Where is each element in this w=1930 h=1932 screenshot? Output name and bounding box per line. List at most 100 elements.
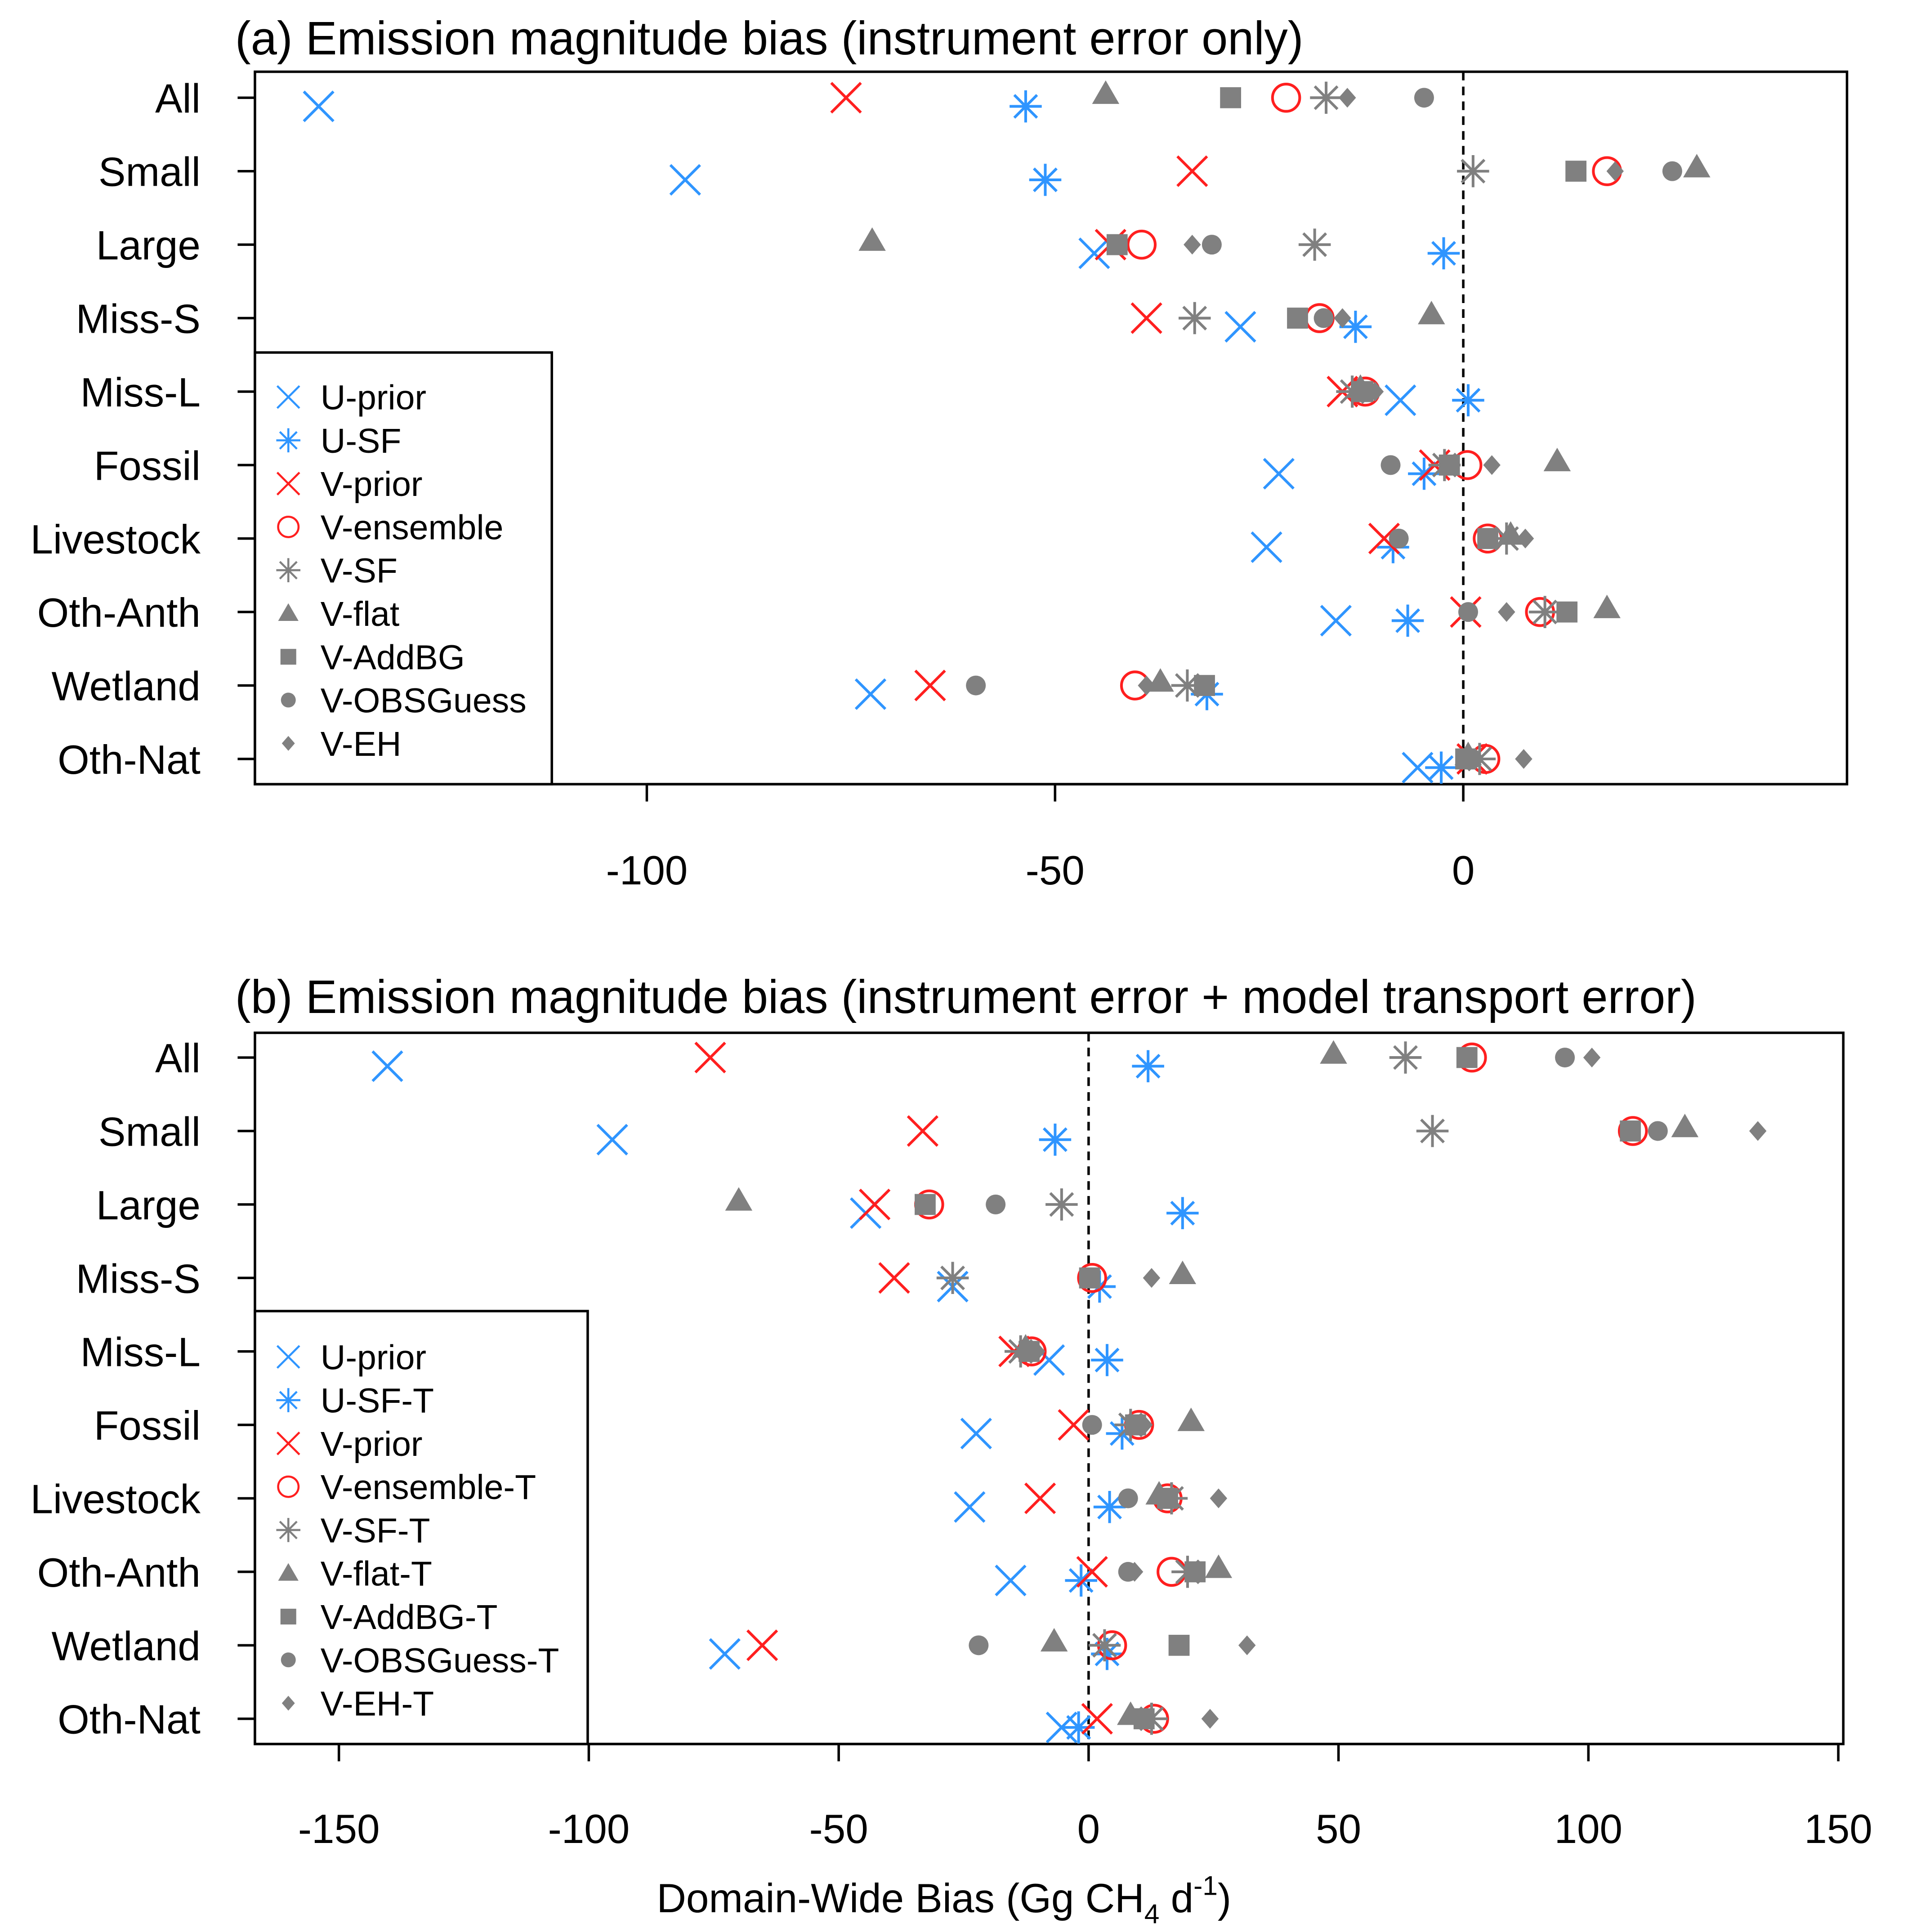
data-point: [1593, 594, 1621, 618]
legend-item: V-OBSGuess-T: [281, 1641, 559, 1680]
legend-marker: [276, 1432, 300, 1455]
data-point-square-icon: [1620, 1120, 1641, 1142]
legend-symbol: [276, 428, 301, 453]
data-point-circle-icon: [1271, 83, 1301, 113]
series-v-flat: [858, 80, 1711, 765]
legend-marker: [276, 1518, 301, 1542]
legend-label: V-SF: [321, 552, 398, 590]
data-point-square-icon: [1106, 234, 1128, 255]
data-point-asterisk-icon: [1298, 228, 1331, 261]
legend-label: V-OBSGuess-T: [321, 1641, 559, 1680]
legend-label: U-SF-T: [321, 1382, 434, 1420]
data-point-x-icon: [1176, 155, 1208, 187]
data-point: [1081, 1703, 1113, 1735]
legend-box: [254, 1310, 589, 1745]
data-point: [1320, 605, 1352, 637]
panel-b: (b) Emission magnitude bias (instrument …: [31, 971, 1872, 1852]
data-point: [303, 90, 335, 122]
legend-symbol: [276, 1518, 301, 1542]
data-point: [1184, 235, 1201, 255]
data-point-asterisk-icon: [1416, 1115, 1449, 1147]
data-point: [1135, 1415, 1153, 1435]
data-point: [1516, 528, 1534, 549]
data-point: [1555, 1048, 1575, 1068]
data-point-x-icon: [1368, 522, 1400, 554]
data-point-diamond-icon: [1138, 675, 1155, 696]
data-point: [746, 1629, 778, 1661]
data-point-dot-icon: [1202, 235, 1222, 255]
data-point-triangle-icon: [1418, 301, 1445, 325]
legend-label: V-ensemble: [321, 508, 504, 547]
data-point-asterisk-icon: [1045, 1188, 1078, 1221]
data-point: [1556, 601, 1578, 623]
legend-symbol: [280, 649, 296, 665]
y-tick-label-large: Large: [96, 1183, 201, 1228]
data-point-diamond-icon: [1135, 1415, 1153, 1435]
data-point-dot-icon: [969, 1635, 989, 1655]
legend-symbol-asterisk-icon: [276, 558, 301, 583]
data-point: [1456, 1047, 1478, 1068]
data-point: [1298, 228, 1331, 261]
data-point-x-icon: [859, 1188, 891, 1221]
data-point-dot-icon: [1555, 1048, 1575, 1068]
data-point: [854, 678, 887, 710]
data-point: [1583, 1048, 1601, 1068]
data-point: [1620, 1120, 1641, 1142]
data-point-diamond-icon: [1516, 528, 1534, 549]
legend-symbol: [280, 1608, 296, 1625]
legend-symbol: [276, 472, 300, 495]
data-point: [1683, 154, 1711, 178]
y-tick-label-all: All: [155, 1036, 201, 1081]
y-tick-label-livestock: Livestock: [31, 1477, 201, 1522]
legend-marker: [276, 385, 300, 409]
data-point: [1194, 675, 1215, 696]
data-point: [969, 1635, 989, 1655]
data-point: [1076, 1556, 1108, 1588]
data-point: [709, 1638, 741, 1670]
data-point: [1452, 384, 1484, 416]
data-point-square-icon: [1287, 308, 1308, 329]
data-point-triangle-icon: [1040, 1628, 1068, 1652]
data-point-triangle-icon: [1320, 1040, 1347, 1064]
data-point-dot-icon: [1380, 455, 1401, 475]
data-point: [858, 227, 886, 251]
data-point-diamond-icon: [1366, 381, 1384, 402]
legend-item: V-ensemble-T: [277, 1468, 536, 1507]
legend-marker: [281, 1652, 296, 1668]
data-point-circle-icon: [1077, 1263, 1107, 1293]
data-point-diamond-icon: [1606, 161, 1624, 181]
legend-symbol-dot-icon: [281, 692, 296, 708]
y-tick-label-livestock: Livestock: [31, 517, 201, 562]
data-point: [1402, 752, 1434, 784]
legend-marker: [278, 603, 299, 621]
data-point-x-icon: [669, 164, 701, 196]
data-point-dot-icon: [986, 1194, 1006, 1214]
data-point: [1201, 1709, 1219, 1729]
legend-label: V-ensemble-T: [321, 1468, 536, 1507]
data-point: [694, 1041, 726, 1074]
data-point-x-icon: [907, 1115, 939, 1147]
data-point: [1138, 675, 1155, 696]
data-point-x-icon: [303, 90, 335, 122]
series-u-sf: [1010, 90, 1484, 784]
x-tick-label: -50: [809, 1807, 868, 1852]
data-point: [1177, 1407, 1205, 1431]
data-point: [830, 82, 862, 114]
data-point-diamond-icon: [1184, 235, 1201, 255]
legend-symbol: [281, 692, 296, 708]
data-point-dot-icon: [1458, 602, 1478, 622]
data-point: [1118, 1488, 1138, 1508]
data-point: [1498, 602, 1515, 622]
legend-item: V-AddBG: [280, 638, 465, 677]
data-point: [1178, 302, 1211, 335]
data-point: [1408, 457, 1440, 490]
legend-marker: [276, 428, 301, 453]
legend-symbol: [276, 385, 300, 409]
x-tick-label: -150: [298, 1807, 380, 1852]
y-tick-label-miss-s: Miss-S: [76, 297, 201, 342]
legend-marker: [276, 1345, 300, 1369]
legend-item: V-EH: [281, 725, 402, 763]
data-point-dot-icon: [1414, 88, 1434, 108]
data-point: [1126, 1562, 1144, 1582]
